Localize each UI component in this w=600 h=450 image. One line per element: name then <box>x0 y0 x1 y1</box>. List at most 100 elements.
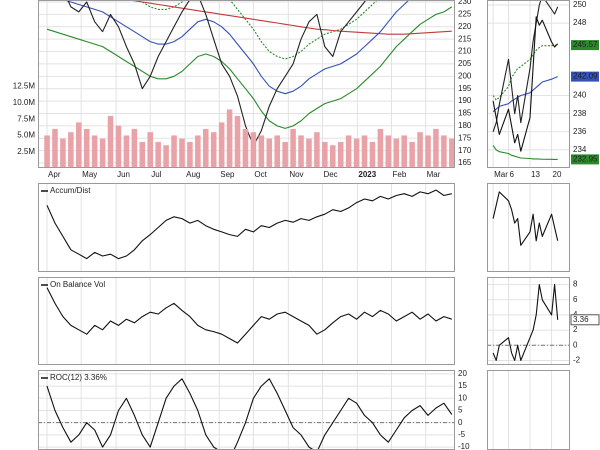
value-tag-label: 245.57 <box>573 40 598 49</box>
y-tick-label: 2 <box>573 325 578 334</box>
volume-bar <box>99 138 106 168</box>
volume-bar <box>290 128 296 168</box>
volume-bar <box>179 138 185 168</box>
x-tick-label: 6 <box>510 170 515 179</box>
x-tick-label: Sep <box>220 170 235 179</box>
volume-bar <box>361 135 368 168</box>
volume-bar <box>266 138 273 168</box>
panel <box>492 191 559 246</box>
volume-bar <box>449 138 455 168</box>
x-tick-label: Dec <box>323 170 337 179</box>
y-tick-label: 10 <box>458 393 467 402</box>
value-tag-label: 3.36 <box>573 315 589 324</box>
volume-bar <box>393 138 400 168</box>
panel <box>487 0 570 160</box>
volume-bar <box>171 135 177 168</box>
volume-bar <box>353 138 360 168</box>
volume-bar <box>250 132 257 168</box>
volume-bar <box>282 141 288 168</box>
series-line <box>46 189 452 260</box>
panel-title: Accum/Dist <box>50 186 91 195</box>
volume-bar <box>369 141 376 168</box>
volume-bar <box>60 138 66 168</box>
panel <box>46 287 452 344</box>
y-tick-label: 175 <box>458 133 472 142</box>
y-tick-label: 2.5M <box>17 147 35 156</box>
volume-bar <box>187 141 193 168</box>
series-line <box>492 16 559 152</box>
volume-bar <box>107 115 114 168</box>
panel-frame <box>487 0 570 168</box>
volume-bar <box>306 138 312 168</box>
series-line <box>492 44 558 101</box>
x-tick-label: Jun <box>117 170 130 179</box>
series-line <box>67 0 367 147</box>
series-line <box>492 145 558 160</box>
volume-bar <box>155 141 161 168</box>
y-tick-label: 12.5M <box>13 82 36 91</box>
volume-bar <box>385 135 392 168</box>
panel-title: ROC(12) 3.36% <box>50 373 107 382</box>
series-line <box>46 6 453 129</box>
volume-bar <box>345 135 352 168</box>
panel <box>492 16 559 152</box>
volume-bar <box>76 122 82 168</box>
volume-bar <box>115 125 122 168</box>
volume-bar <box>441 135 447 168</box>
x-tick-label: Aug <box>186 170 200 179</box>
volume-bar <box>329 145 336 168</box>
x-tick-label: Mar <box>427 170 441 179</box>
y-tick-label: 165 <box>458 158 472 167</box>
series-line <box>62 0 410 95</box>
volume-bar <box>163 145 169 168</box>
y-tick-label: 5.0M <box>17 131 35 140</box>
y-tick-label: 205 <box>458 59 472 68</box>
volume-bar <box>52 128 58 168</box>
y-tick-label: 170 <box>458 146 472 155</box>
series-line <box>46 287 452 344</box>
y-tick-label: 7.5M <box>17 114 35 123</box>
panel-frame <box>487 183 570 272</box>
panel <box>38 373 455 450</box>
y-tick-label: 0 <box>573 340 578 349</box>
volume-bar <box>91 135 98 168</box>
volume-bar <box>274 135 280 168</box>
panel <box>46 189 452 260</box>
volume-bar <box>298 135 304 168</box>
panel <box>44 109 455 168</box>
y-tick-label: 225 <box>458 9 472 18</box>
y-tick-label: 0 <box>458 418 463 427</box>
volume-bar <box>322 141 328 168</box>
series-line <box>126 0 452 35</box>
panel-background <box>487 277 570 365</box>
x-tick-label: 2023 <box>358 170 376 179</box>
y-tick-label: 236 <box>573 127 587 136</box>
volume-bar <box>44 135 50 168</box>
panel-background <box>38 277 455 365</box>
x-tick-label: Jul <box>151 170 161 179</box>
y-tick-label: 210 <box>458 47 472 56</box>
panel-background <box>487 183 570 272</box>
panel-frame <box>38 277 455 365</box>
volume-bar <box>203 128 209 168</box>
volume-bar <box>425 135 431 168</box>
volume-bar <box>139 141 146 168</box>
volume-bar <box>409 141 415 168</box>
y-tick-label: 230 <box>458 0 472 6</box>
value-tag <box>570 314 600 326</box>
y-tick-label: 220 <box>458 22 472 31</box>
volume-bar <box>68 132 74 168</box>
y-tick-label: 215 <box>458 34 472 43</box>
series-line <box>492 0 559 132</box>
panel-background <box>487 370 570 450</box>
y-tick-label: 15 <box>458 381 467 390</box>
volume-bar <box>123 135 130 168</box>
volume-bar <box>337 141 344 168</box>
x-tick-label: May <box>82 170 97 179</box>
y-tick-label: 180 <box>458 121 472 130</box>
volume-bar <box>83 128 90 168</box>
value-tag-label: 232.95 <box>573 155 598 164</box>
series-line <box>492 284 559 361</box>
x-tick-label: 20 <box>553 170 562 179</box>
